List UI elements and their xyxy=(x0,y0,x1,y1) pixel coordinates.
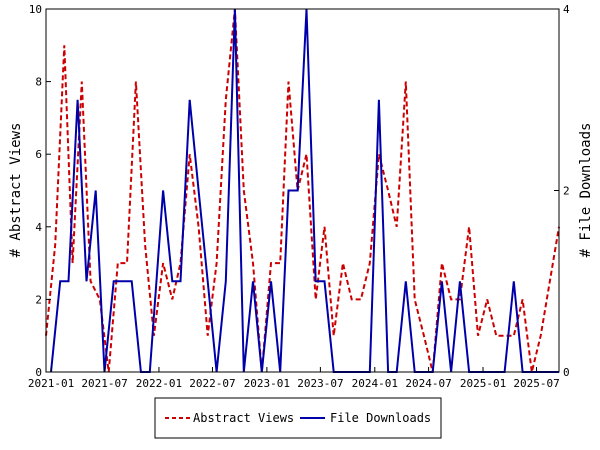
left-tick-label: 6 xyxy=(35,148,42,161)
x-tick-label: 2023-01 xyxy=(244,377,290,390)
left-axis-title: # Abstract Views xyxy=(8,123,24,258)
left-tick-label: 4 xyxy=(35,221,42,234)
left-tick-label: 8 xyxy=(35,76,42,89)
legend-label-file-downloads: File Downloads xyxy=(330,411,431,425)
right-axis-title: # File Downloads xyxy=(578,123,594,258)
x-tick-label: 2022-07 xyxy=(189,377,235,390)
x-tick-label: 2025-07 xyxy=(513,377,559,390)
x-tick-label: 2022-01 xyxy=(136,377,182,390)
right-tick-label: 2 xyxy=(563,185,570,198)
legend-label-abstract-views: Abstract Views xyxy=(193,411,294,425)
x-tick-label: 2021-01 xyxy=(28,377,74,390)
x-tick-label: 2023-07 xyxy=(297,377,343,390)
legend-box xyxy=(154,397,442,439)
left-tick-label: 0 xyxy=(35,366,42,379)
left-axis: 0 2 4 6 8 10 xyxy=(29,3,51,379)
legend: Abstract Views File Downloads xyxy=(154,397,442,439)
x-tick-label: 2024-01 xyxy=(352,377,398,390)
left-tick-label: 2 xyxy=(35,293,42,306)
x-tick-label: 2021-07 xyxy=(81,377,127,390)
right-tick-label: 0 xyxy=(563,366,570,379)
x-tick-label: 2025-01 xyxy=(460,377,506,390)
x-tick-label: 2024-07 xyxy=(405,377,451,390)
x-axis: 2021-01 2021-07 2022-01 2022-07 2023-01 2023-… xyxy=(28,367,560,390)
right-tick-label: 4 xyxy=(563,3,570,16)
right-axis: 0 2 4 xyxy=(554,3,570,379)
left-tick-label: 10 xyxy=(29,3,42,16)
